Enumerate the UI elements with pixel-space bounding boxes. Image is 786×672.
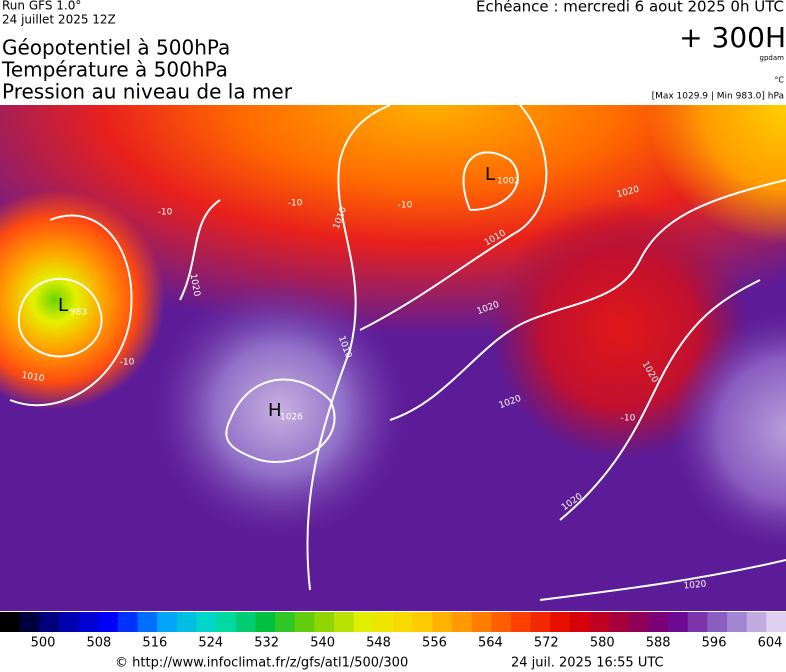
colorbar-swatch [628, 612, 649, 632]
temperature-label: -10 [621, 414, 636, 424]
colorbar-swatch [569, 612, 590, 632]
temperature-label: -10 [398, 201, 413, 211]
temperature-label: -10 [158, 208, 173, 218]
colorbar-swatch [19, 612, 40, 632]
colorbar-swatch [451, 612, 473, 632]
colorbar-label: 532 [254, 636, 279, 651]
colorbar-swatch [39, 612, 60, 632]
colorbar-label: 516 [142, 636, 167, 651]
colorbar-swatch [235, 612, 256, 632]
title: Température à 500hPa [1, 58, 228, 82]
center-value: 1002 [497, 177, 520, 187]
pressure-range: [Max 1029.9 | Min 983.0] hPa [652, 92, 784, 102]
colorbar-label: 604 [758, 636, 783, 651]
colorbar-swatch [471, 612, 492, 632]
colorbar-swatch [117, 612, 139, 632]
colorbar-swatch [196, 612, 217, 632]
colorbar-swatch [589, 612, 610, 632]
colorbar-swatch [687, 612, 708, 632]
colorbar-swatch [294, 612, 315, 632]
colorbar-swatch [727, 612, 748, 632]
colorbar-swatch [353, 612, 374, 632]
colorbar-label: 540 [310, 636, 335, 651]
colorbar-swatch [98, 612, 119, 632]
colorbar-swatch [275, 612, 296, 632]
isobar-label: 1020 [683, 579, 707, 591]
center-symbol: H [268, 400, 282, 421]
colorbar-label: 508 [87, 636, 112, 651]
colorbar-swatch [58, 612, 80, 632]
center-symbol: L [485, 164, 495, 185]
colorbar-swatch [157, 612, 178, 632]
colorbar-swatch [412, 612, 433, 632]
colorbar-swatch [78, 612, 99, 632]
url: © http://www.infoclimat.fr/z/gfs/atl1/50… [115, 656, 408, 671]
colorbar-swatch [373, 612, 394, 632]
echeance: Echéance : mercredi 6 aout 2025 0h UTC [476, 0, 784, 16]
center-symbol: L [58, 295, 68, 316]
colorbar-swatch [137, 612, 158, 632]
colorbar-swatch [255, 612, 276, 632]
temp-unit: °C [774, 76, 784, 85]
colorbar-swatch [530, 612, 551, 632]
colorbar-swatch [334, 612, 355, 632]
colorbar-swatch [216, 612, 237, 632]
center-value: 1026 [280, 413, 303, 423]
map [0, 104, 786, 611]
colorbar-swatch [491, 612, 512, 632]
colorbar-swatch [314, 612, 335, 632]
center-value: 983 [70, 308, 87, 318]
colorbar-swatch [609, 612, 630, 632]
colorbar-label: 524 [198, 636, 223, 651]
colorbar-swatch [707, 612, 728, 632]
colorbar-swatch [550, 612, 571, 632]
isobar-label: 1020 [188, 273, 202, 298]
colorbar-swatch [766, 612, 786, 632]
colorbar-swatch [432, 612, 453, 632]
run: Run GFS 1.0° [2, 0, 81, 13]
title: Pression au niveau de la mer [2, 80, 293, 104]
colorbar-swatch [668, 612, 689, 632]
run-date: 24 juillet 2025 12Z [2, 13, 116, 27]
temperature-label: -10 [288, 199, 303, 209]
colorbar-swatch [0, 612, 21, 632]
colorbar-label: 564 [478, 636, 503, 651]
colorbar-label: 548 [366, 636, 391, 651]
temperature-label: -10 [120, 358, 135, 368]
colorbar-swatch [176, 612, 197, 632]
colorbar-label: 572 [534, 636, 559, 651]
geo-unit: gpdam [760, 54, 785, 62]
isobar-label: 1010 [21, 371, 46, 385]
colorbar-swatch [746, 612, 767, 632]
colorbar-swatch [393, 612, 414, 632]
timestamp: 24 juil. 2025 16:55 UTC [511, 656, 664, 671]
colorbar-swatch [648, 612, 669, 632]
colorbar-label: 596 [702, 636, 727, 651]
colorbar-label: 500 [31, 636, 56, 651]
colorbar-label: 556 [422, 636, 447, 651]
colorbar-label: 588 [646, 636, 671, 651]
forecast: + 300H [679, 21, 786, 54]
colorbar-swatch [510, 612, 532, 632]
colorbar-label: 580 [590, 636, 615, 651]
title: Géopotentiel à 500hPa [2, 36, 230, 60]
